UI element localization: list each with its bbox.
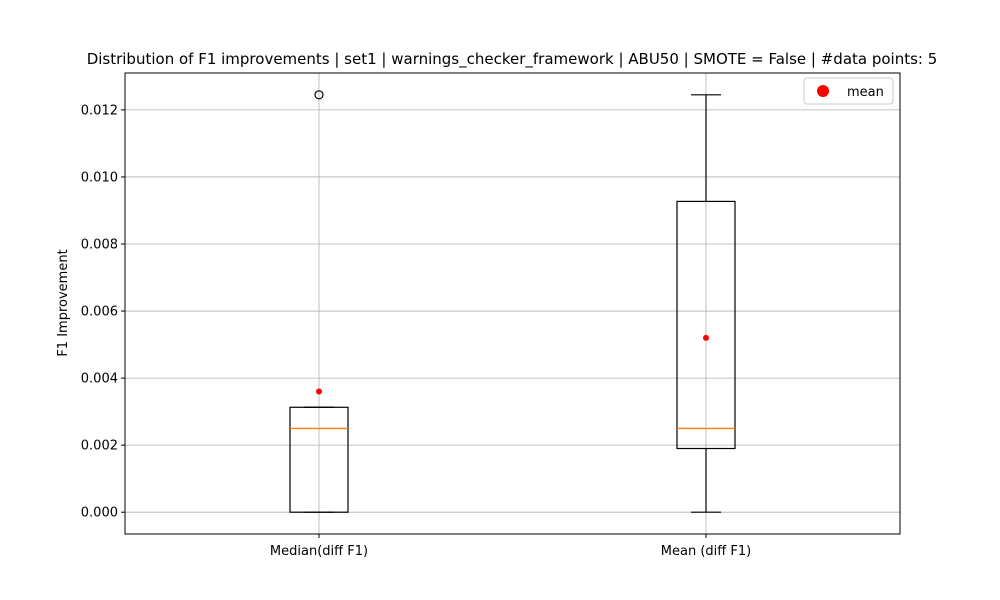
box-iqr	[676, 200, 736, 450]
legend-label-mean: mean	[847, 85, 884, 100]
x-tick-label: Mean (diff F1)	[661, 544, 751, 559]
y-tick-label: 0.000	[81, 506, 118, 521]
x-tick-label: Median(diff F1)	[270, 544, 368, 559]
axes: 0.000 0.002 0.004 0.006 0.008 0.010 0.012 Media…	[81, 72, 901, 559]
y-tick-label: 0.004	[81, 372, 118, 387]
plot-frame	[124, 72, 901, 535]
y-tick-label: 0.006	[81, 305, 118, 320]
mean-point	[703, 334, 709, 341]
y-tick-label: 0.012	[81, 103, 118, 118]
outlier-point	[314, 90, 324, 100]
box-iqr	[289, 406, 349, 513]
legend-frame	[803, 77, 894, 105]
mean-point	[316, 388, 322, 395]
y-tick-label: 0.008	[81, 237, 118, 252]
boxes	[289, 90, 736, 513]
y-tick-label: 0.010	[81, 170, 118, 185]
legend-marker-mean	[817, 85, 829, 97]
legend: mean	[803, 77, 894, 105]
y-axis-label: F1 Improvement	[56, 249, 71, 356]
grid-lines	[125, 73, 900, 534]
y-tick-label: 0.002	[81, 439, 118, 454]
chart-title: Distribution of F1 improvements | set1 |…	[87, 50, 938, 69]
